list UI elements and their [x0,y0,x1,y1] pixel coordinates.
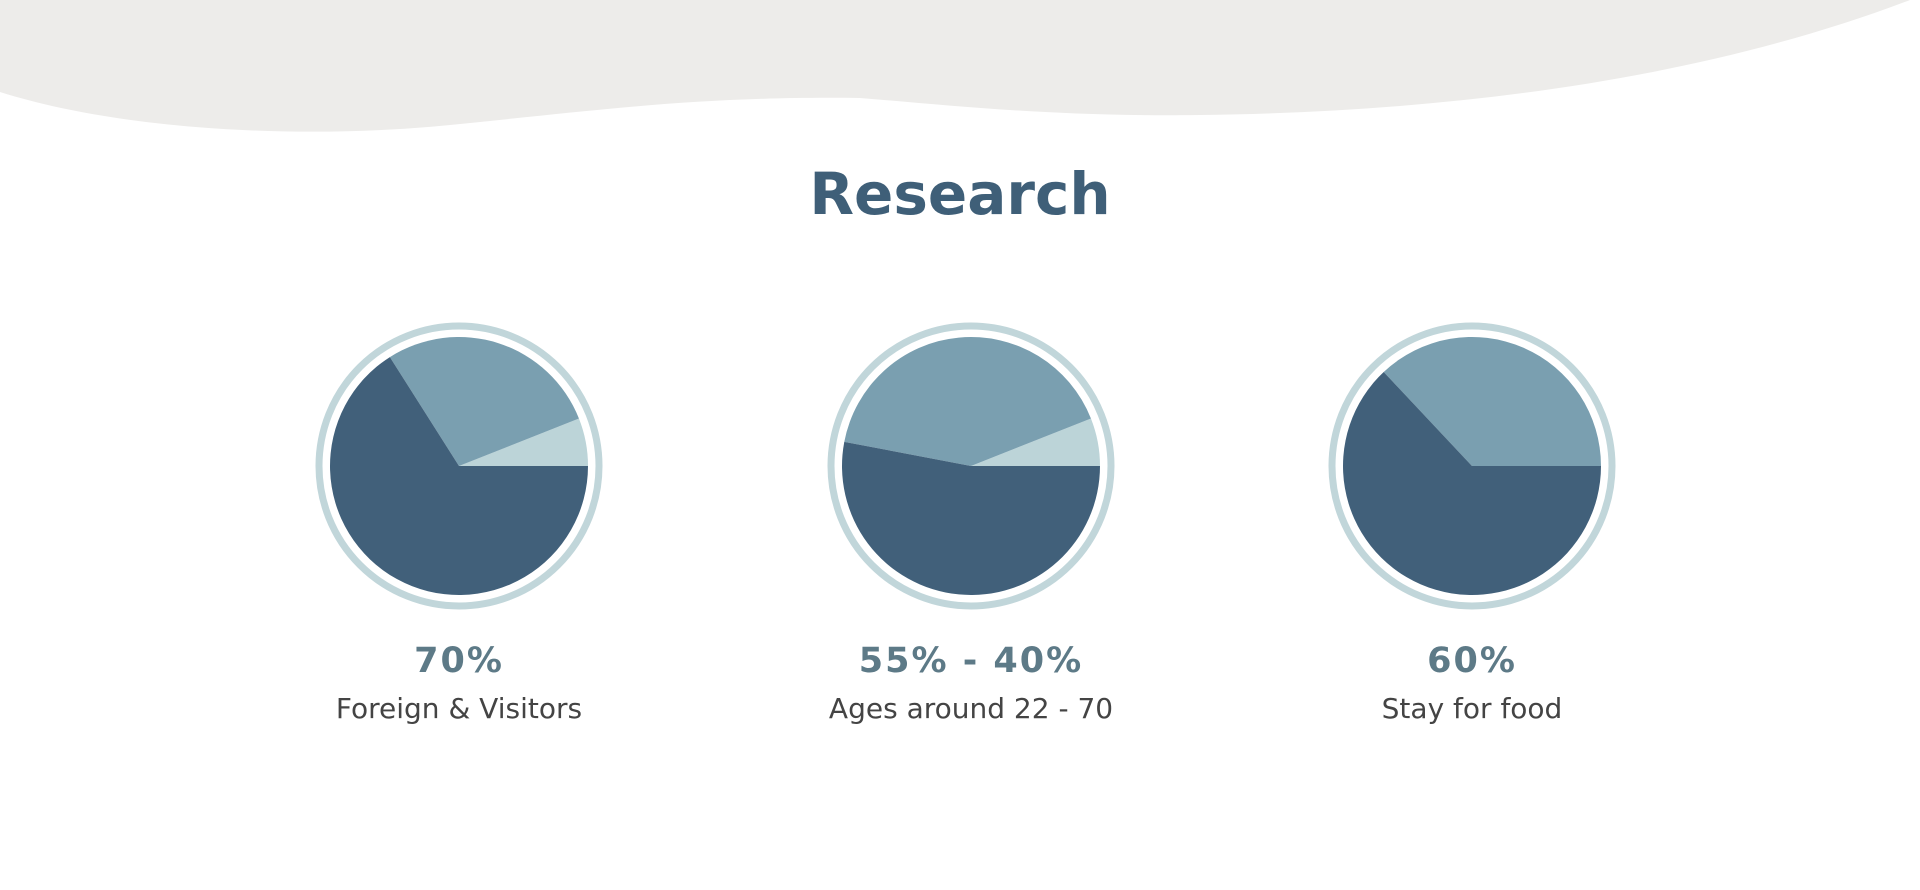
section-title: Research [809,160,1110,228]
stat-caption: Stay for food [1382,692,1563,725]
pie-slice [329,357,588,595]
pie-slice [459,418,588,466]
pie-slice [1342,371,1601,596]
stat-caption: Ages around 22 - 70 [829,692,1113,725]
stat-caption: Foreign & Visitors [336,692,582,725]
pie-ring [315,322,603,610]
pie-ring [827,322,1115,610]
stat-value: 55% - 40% [859,641,1083,681]
pie-ring [1328,322,1616,610]
pie-slice [389,337,579,466]
stat-value: 60% [1427,641,1517,681]
pie-slice [971,418,1100,466]
stat-value: 70% [414,641,504,681]
pie-slice [844,337,1091,466]
top-wave [0,0,1920,132]
pie-slice [842,441,1100,595]
pie-slice [1383,337,1601,466]
